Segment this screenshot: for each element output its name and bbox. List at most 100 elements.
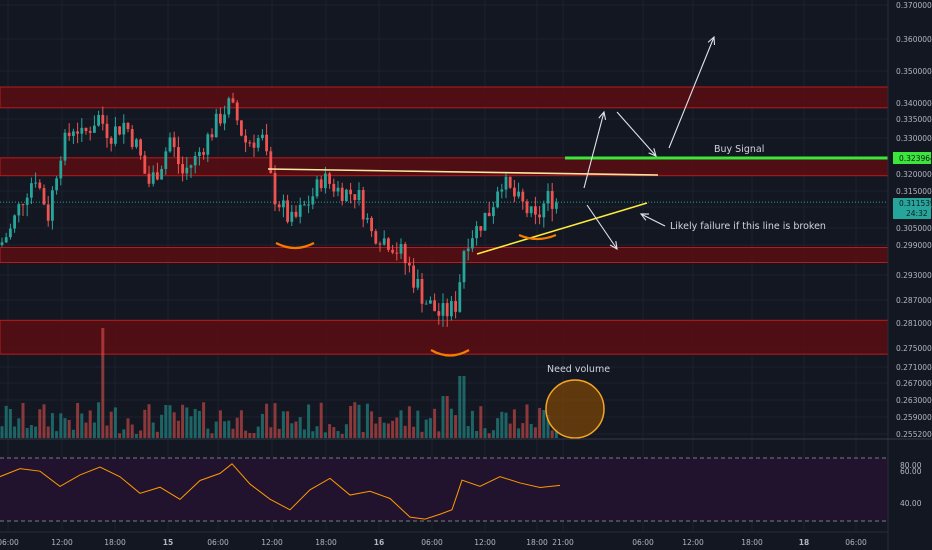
candle [202, 152, 205, 155]
candle [223, 114, 226, 124]
volume-bar [281, 411, 285, 438]
price-tick-label: 0.267000 [896, 379, 932, 388]
volume-bar [202, 402, 206, 438]
volume-bar [105, 425, 109, 438]
volume-bar [67, 419, 71, 438]
candle [206, 134, 210, 155]
arrow-head [648, 148, 657, 157]
candle [139, 139, 142, 156]
time-tick-label: 12:00 [474, 538, 496, 547]
rising-trendline[interactable] [476, 202, 648, 255]
volume-bar [256, 426, 260, 438]
arrow-head [609, 241, 618, 251]
candle [382, 238, 386, 245]
arrow-line [640, 213, 666, 227]
candle [93, 125, 96, 133]
volume-bar [113, 407, 117, 438]
countdown-label: 24:32 [906, 209, 928, 218]
candle [55, 178, 58, 191]
volume-bar [454, 415, 458, 438]
rsi-tick-label: 60.00 [900, 467, 922, 476]
time-tick-label: 12:00 [261, 538, 283, 547]
candle [525, 201, 529, 214]
rsi-tick-label: 40.00 [900, 499, 922, 508]
candle [0, 242, 4, 245]
volume-bar [92, 422, 96, 438]
candle [395, 252, 399, 254]
smile-bottom [430, 349, 470, 357]
volume-bar [437, 431, 441, 438]
candle [210, 134, 214, 138]
buy-signal-label: Buy Signal [714, 144, 764, 155]
volume-circle [545, 379, 605, 439]
price-tick-label: 0.299000 [896, 241, 932, 250]
candle [67, 132, 71, 136]
volume-bar [328, 424, 332, 438]
candle [114, 126, 117, 144]
candle [42, 188, 46, 205]
candle [475, 226, 478, 239]
volume-bar [357, 404, 361, 438]
volume-bar [172, 412, 176, 438]
neckline[interactable] [267, 168, 659, 176]
candle [227, 98, 231, 115]
candle [399, 244, 403, 254]
candle [315, 179, 319, 197]
candle [324, 173, 327, 189]
candle [269, 151, 273, 173]
volume-bar [344, 424, 348, 438]
candle [38, 182, 42, 189]
candle [172, 137, 176, 148]
candle [273, 172, 277, 205]
rsi-band [0, 458, 888, 521]
candle [265, 134, 268, 152]
candle [130, 129, 134, 147]
candle [256, 138, 260, 148]
volume-bar [286, 411, 290, 438]
volume-bar [441, 396, 445, 438]
resistance-zone [0, 319, 889, 355]
price-tick-label: 0.360000 [896, 35, 932, 44]
volume-bar [17, 418, 21, 438]
volume-bar [143, 409, 147, 438]
candle [30, 183, 33, 198]
candle [361, 189, 365, 220]
current-price-label: 0.311539 [899, 199, 932, 208]
volume-bar [244, 430, 248, 438]
volume-bar [126, 418, 130, 438]
volume-bar [336, 431, 340, 438]
arrow-head [598, 110, 607, 120]
volume-bar [529, 423, 533, 438]
candle [298, 204, 302, 217]
volume-bar [13, 426, 17, 438]
candle [286, 200, 289, 222]
volume-bar [525, 404, 529, 438]
volume-bar [378, 416, 382, 438]
volume-bar [34, 426, 38, 438]
candle [420, 278, 424, 304]
volume-bar [218, 410, 222, 438]
price-tick-label: 0.320000 [896, 170, 932, 179]
volume-bar [151, 422, 155, 438]
candle [185, 167, 189, 174]
price-tick-label: 0.370000 [896, 1, 932, 10]
volume-bar [185, 407, 189, 438]
volume-bar [323, 432, 327, 438]
candle [328, 173, 331, 184]
candle [450, 301, 453, 317]
candle [118, 126, 121, 135]
buy-price-tag [893, 152, 931, 164]
arrow-line [668, 36, 715, 149]
candle [487, 212, 491, 217]
volume-bar [197, 410, 201, 438]
candle [504, 176, 508, 190]
volume-bar [38, 409, 42, 438]
candle [34, 182, 37, 184]
buy-price-label: 0.323964 [899, 154, 932, 163]
arrow-line [586, 204, 618, 250]
candle [542, 203, 546, 218]
volume-bar [21, 402, 25, 438]
time-tick-label: 18:00 [315, 538, 337, 547]
